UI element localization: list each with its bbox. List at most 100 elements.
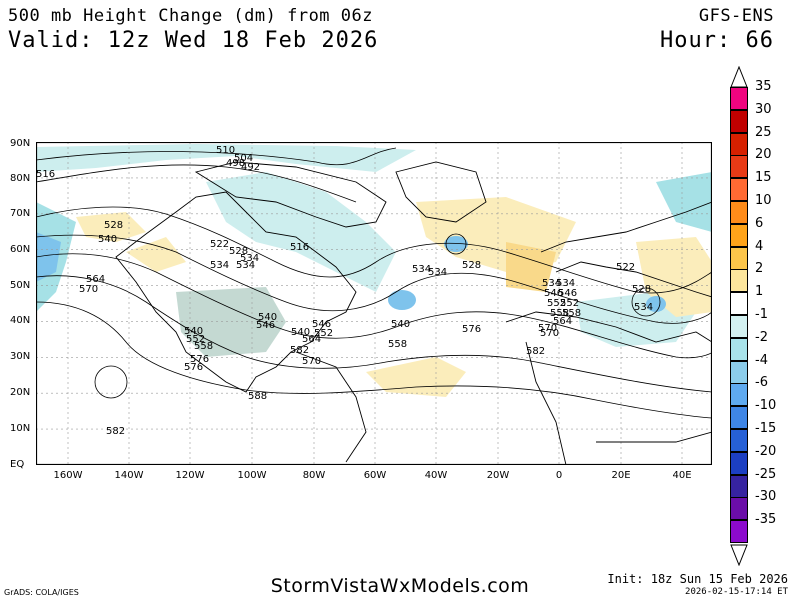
height-contours	[36, 147, 712, 419]
contour-label: 552	[547, 298, 566, 309]
legend-swatch	[730, 451, 748, 475]
color-legend: 35 30 25 20 15 10 6 4 2 1 -1 -2 -4 -6 -10 -15 -20 -25 -30 -…	[730, 66, 790, 568]
contour-label: 546	[558, 288, 577, 299]
contour-label: 528	[229, 246, 248, 257]
legend-label: 2	[755, 261, 764, 277]
contour-label: 534	[428, 267, 447, 278]
contour-label: 552	[186, 334, 205, 345]
contour-label: 534	[634, 302, 653, 313]
legend-swatch	[730, 337, 748, 361]
contour-label: 516	[36, 169, 55, 180]
contour-label: 534	[556, 278, 575, 289]
legend-label: -20	[755, 443, 777, 459]
contour-label: 540	[184, 326, 203, 337]
contour-label: 582	[106, 426, 125, 437]
contour-label: 588	[248, 391, 267, 402]
legend-swatch	[730, 178, 748, 202]
legend-arrow-up-icon	[730, 66, 748, 88]
legend-label: -4	[755, 352, 768, 368]
legend-label: 30	[755, 101, 772, 117]
lat-label: 40N	[10, 315, 31, 326]
lon-label: 40W	[424, 470, 448, 481]
lon-label: 140W	[114, 470, 144, 481]
legend-swatch	[730, 360, 748, 384]
legend-swatch	[730, 315, 748, 338]
contour-label: 540	[291, 327, 310, 338]
graticule	[36, 142, 712, 465]
legend-swatch	[730, 292, 748, 316]
model-name: GFS-ENS	[698, 6, 774, 26]
lon-label: 40E	[672, 470, 692, 481]
legend-swatch	[730, 201, 748, 224]
legend-label: 1	[755, 284, 764, 300]
generated-timestamp: 2026-02-15-17:14 ET	[685, 587, 788, 597]
contour-label: 522	[210, 239, 229, 250]
legend-label: -25	[755, 466, 777, 482]
legend-swatch	[730, 109, 748, 133]
lat-label: EQ	[10, 459, 25, 470]
contour-label: 534	[236, 260, 255, 271]
contour-label: 534	[240, 253, 259, 264]
legend-swatch	[730, 497, 748, 521]
legend-swatch	[730, 132, 748, 156]
contour-label: 534	[210, 260, 229, 271]
legend-swatch	[730, 155, 748, 179]
legend-swatch	[730, 223, 748, 247]
contour-label: 546	[256, 320, 275, 331]
legend-swatch	[730, 383, 748, 407]
legend-label: 15	[755, 170, 772, 186]
contour-label: 510	[216, 145, 235, 156]
legend-label: -2	[755, 329, 768, 345]
contour-label: 582	[290, 345, 309, 356]
contour-label: 570	[302, 356, 321, 367]
contour-label: 564	[553, 316, 572, 327]
contour-label: 498	[226, 158, 245, 169]
map-title: 500 mb Height Change (dm) from 06z	[8, 6, 373, 26]
legend-label: -15	[755, 421, 777, 436]
legend-arrow-down-icon	[730, 544, 748, 566]
contour-label: 576	[462, 324, 481, 335]
contour-label: 564	[302, 334, 321, 345]
grads-credit: GrADS: COLA/IGES	[4, 588, 79, 597]
legend-swatch	[730, 406, 748, 430]
contour-label: 534	[412, 264, 431, 275]
contour-label: 558	[550, 308, 569, 319]
height-change-map: 510 504 498 492 516 528 540 564 570 522 …	[36, 142, 712, 465]
lat-label: 10N	[10, 423, 31, 434]
legend-label: -1	[755, 307, 768, 322]
legend-label: -35	[755, 512, 777, 528]
contour-label: 528	[632, 284, 651, 295]
valid-time: Valid: 12z Wed 18 Feb 2026	[8, 28, 379, 53]
contour-label: 570	[540, 328, 559, 339]
contour-label: 540	[98, 234, 117, 245]
legend-swatch	[730, 429, 748, 452]
legend-label: -10	[755, 398, 777, 414]
contour-label: 534	[542, 278, 561, 289]
lon-label: 100W	[237, 470, 267, 481]
lon-label: 160W	[53, 470, 83, 481]
legend-swatch	[730, 269, 748, 293]
init-time: Init: 18z Sun 15 Feb 2026	[607, 572, 788, 586]
brand-website: StormVistaWxModels.com	[270, 575, 530, 597]
coastlines	[115, 161, 712, 465]
contour-label: 558	[194, 341, 213, 352]
contour-label: 546	[312, 319, 331, 330]
lat-label: 70N	[10, 208, 31, 219]
contour-label: 576	[190, 354, 209, 365]
contour-label: 576	[184, 362, 203, 373]
shaded-regions	[36, 144, 712, 397]
forecast-hour: Hour: 66	[660, 28, 774, 53]
lon-label: 120W	[175, 470, 205, 481]
lon-label: 80W	[302, 470, 326, 481]
lon-label: 60W	[363, 470, 387, 481]
legend-label: 6	[755, 215, 764, 231]
lat-label: 20N	[10, 387, 31, 398]
contour-label: 540	[391, 319, 410, 330]
legend-label: 10	[755, 193, 772, 208]
contour-labels: 510 504 498 492 516 528 540 564 570 522 …	[36, 145, 653, 437]
contour-label: 492	[241, 162, 260, 173]
contour-label: 528	[462, 260, 481, 271]
lat-label: 60N	[10, 244, 31, 255]
contour-label: 522	[616, 262, 635, 273]
lat-label: 30N	[10, 351, 31, 362]
